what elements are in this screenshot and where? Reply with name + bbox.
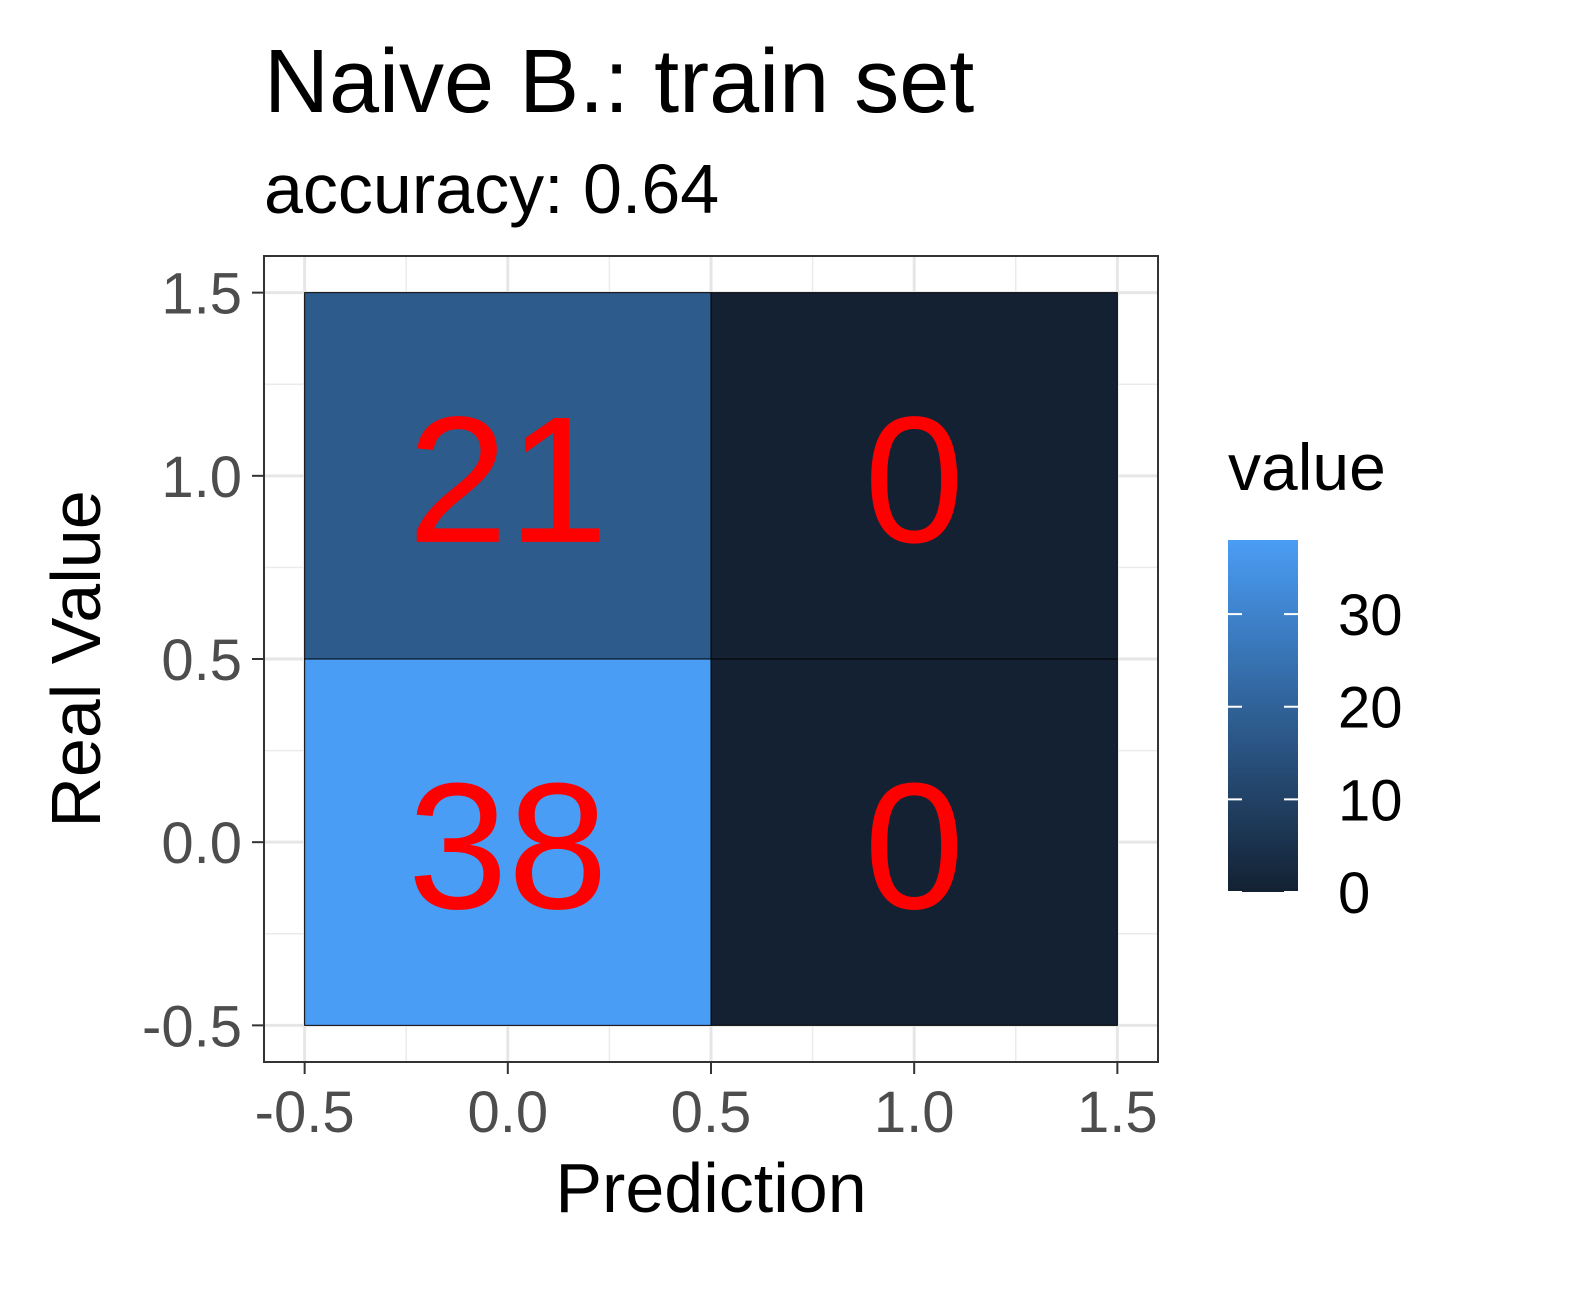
y-tick-label: 1.5 [161,262,242,327]
heatmap-cell [304,658,712,1026]
legend-tick-label: 30 [1338,583,1403,648]
cell-value-label: 0 [864,380,964,581]
heatmap-cell [710,292,1118,660]
y-tick-label: -0.5 [142,994,242,1059]
y-axis-label: Real Value [37,490,115,827]
legend-tick-label: 20 [1338,676,1403,741]
y-tick-label: 0.5 [161,628,242,693]
cell-value-label: 0 [864,746,964,947]
x-tick-label: 0.5 [671,1080,752,1145]
color-legend: value 0 10 20 30 [1228,430,1403,926]
legend-title: value [1228,430,1386,504]
axes: -0.5 0.0 0.5 1.0 1.5 -0.5 0.0 0.5 1.0 1.5 [142,262,1158,1145]
y-tick-label: 0.0 [161,811,242,876]
cell-value-label: 21 [408,380,608,581]
chart-title: Naive B.: train set [264,32,974,132]
legend-tick-label: 0 [1338,861,1370,926]
y-tick-label: 1.0 [161,445,242,510]
legend-colorbar [1228,540,1298,892]
x-tick-label: 0.0 [467,1080,548,1145]
x-tick-label: 1.5 [1077,1080,1158,1145]
heatmap-cells: 21 0 38 0 [304,292,1118,1026]
heatmap-cell [710,658,1118,1026]
x-tick-label: 1.0 [874,1080,955,1145]
legend-tick-label: 10 [1338,768,1403,833]
chart-subtitle: accuracy: 0.64 [264,150,719,228]
x-axis-label: Prediction [555,1149,866,1227]
x-tick-label: -0.5 [255,1080,355,1145]
cell-value-label: 38 [408,746,608,947]
